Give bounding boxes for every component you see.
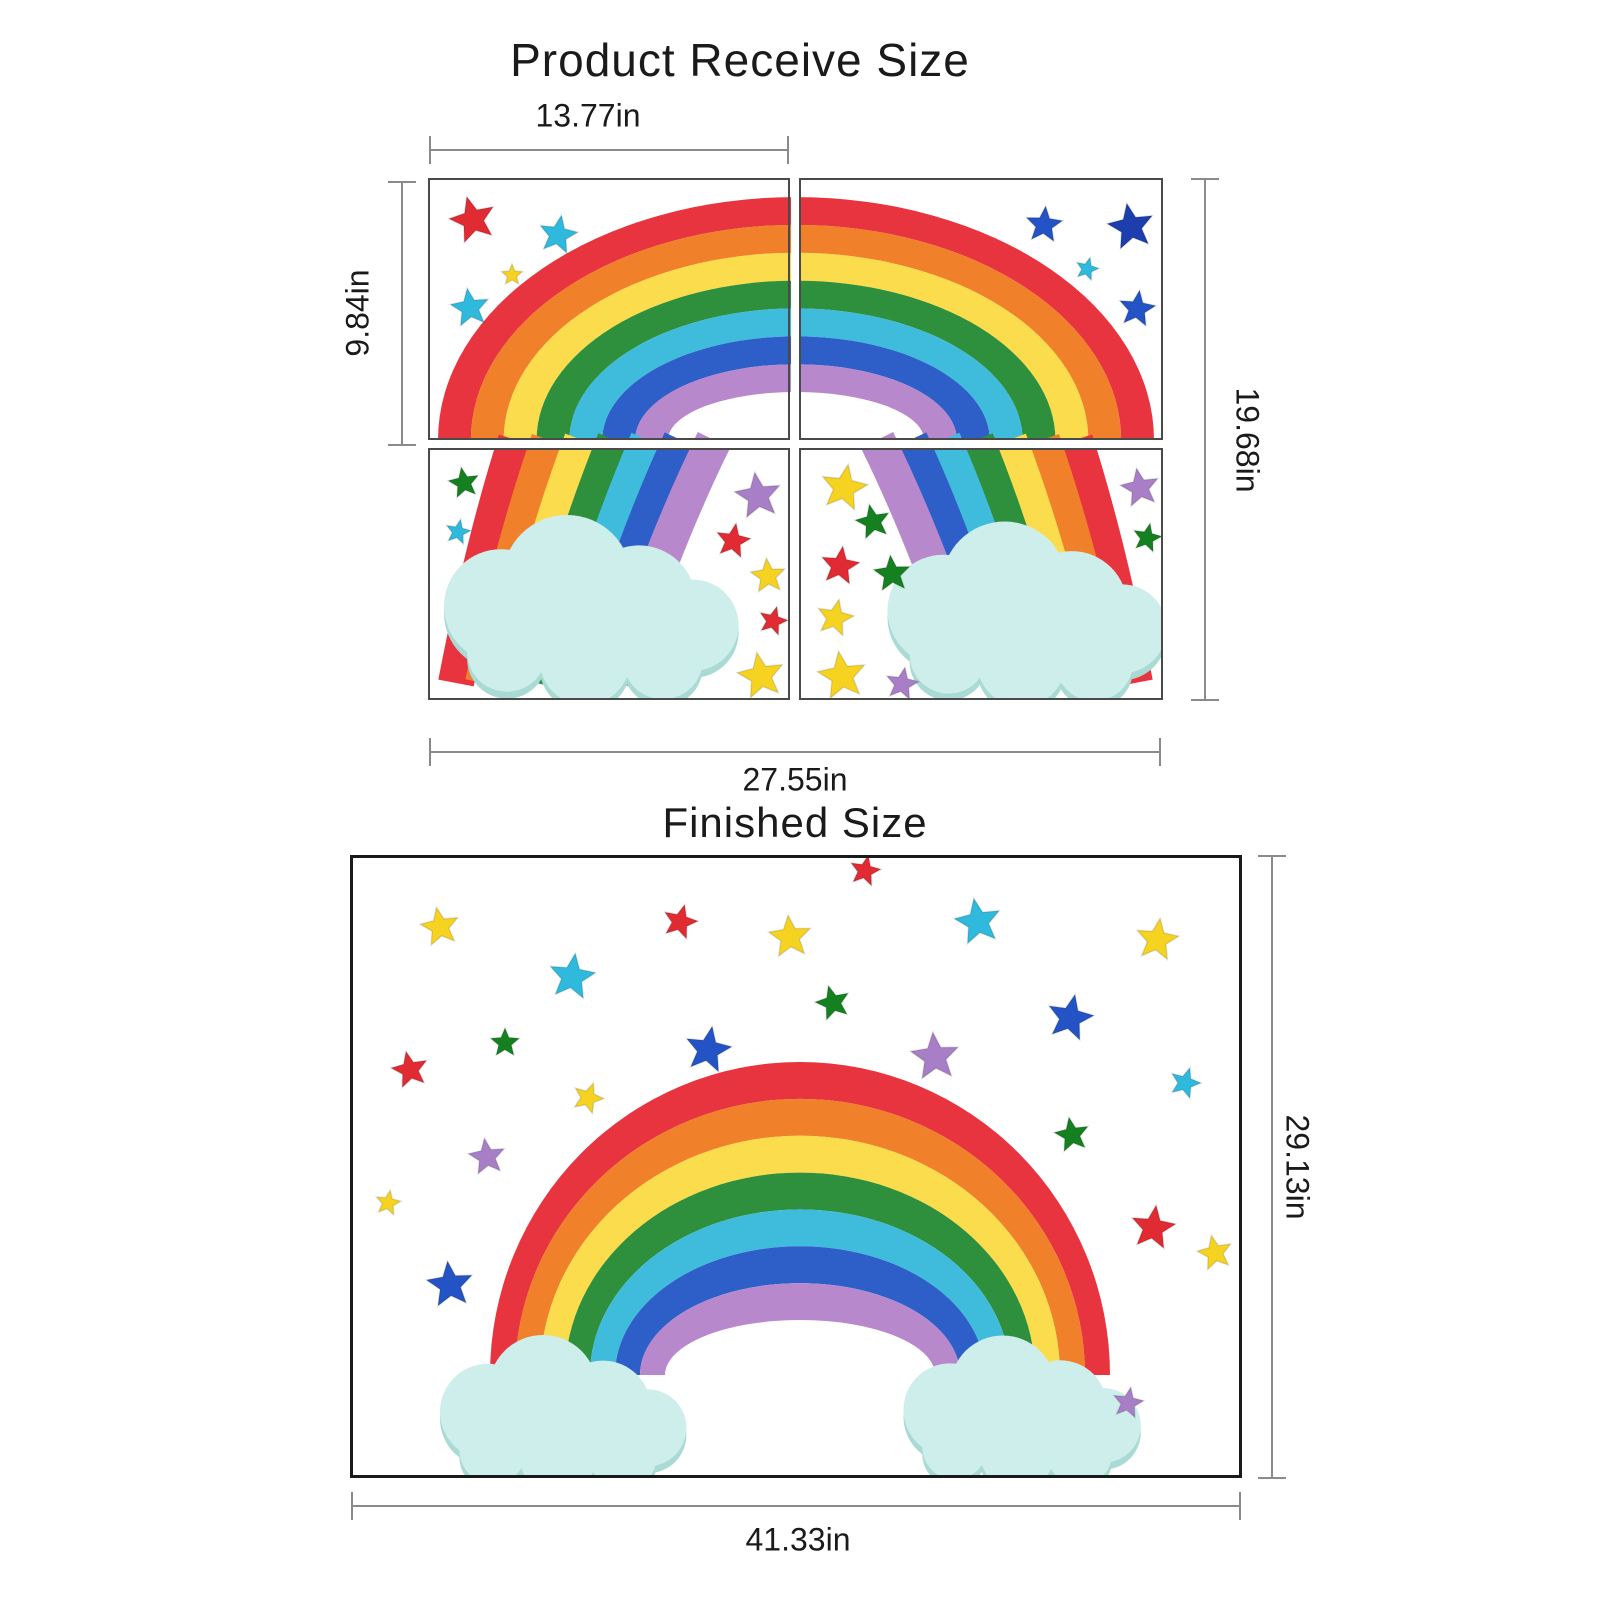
cloud [440, 1335, 687, 1502]
cloud [887, 521, 1167, 714]
star-yellow [418, 905, 460, 947]
star-blue [1047, 992, 1096, 1042]
receive-total-width-label: 27.55in [742, 761, 848, 798]
star-purple [1112, 1385, 1146, 1420]
star-blue [1024, 204, 1065, 243]
star-green [446, 465, 480, 500]
star-yellow [1135, 916, 1181, 962]
star-blue [685, 1024, 734, 1074]
star-red [715, 521, 753, 559]
star-blue [1118, 288, 1158, 328]
receive-sheets-figure [428, 178, 1167, 714]
cloud [444, 515, 739, 712]
star-yellow [766, 913, 813, 958]
star-navy [1105, 201, 1154, 251]
star-green [853, 502, 891, 541]
star-red [849, 853, 883, 888]
star-red [820, 544, 862, 586]
sheet-bottom-left-content [438, 432, 790, 712]
dim-line-receive-left-height [388, 181, 416, 446]
star-cyan [1075, 255, 1101, 283]
cloud [903, 1335, 1141, 1498]
star-cyan [548, 951, 598, 1000]
finished-stars [374, 853, 1233, 1420]
star-purple [885, 665, 921, 702]
sheet-bottom-right-content [815, 432, 1167, 714]
star-purple [1118, 466, 1160, 508]
finished-width-label: 41.33in [745, 1521, 851, 1558]
star-cyan [448, 286, 490, 328]
finished-panel-svg [350, 853, 1242, 1502]
receive-half-width-label: 13.77in [535, 97, 641, 134]
star-cyan [538, 213, 580, 255]
star-purple [732, 470, 782, 519]
dim-line-receive-top-width [429, 136, 789, 164]
star-yellow [1195, 1233, 1233, 1272]
star-yellow [499, 262, 525, 286]
star-green [1052, 1115, 1090, 1153]
star-green [813, 983, 850, 1022]
star-yellow [735, 650, 784, 700]
finished-height-label: 29.13in [1279, 1114, 1316, 1220]
star-red [1130, 1203, 1178, 1251]
dim-line-finished-bottom-width [351, 1492, 1241, 1520]
sheet-gap-vertical [791, 178, 799, 700]
star-cyan [952, 896, 1001, 946]
star-purple [466, 1136, 506, 1176]
finished-size-title: Finished Size [662, 799, 928, 846]
star-cyan [444, 517, 473, 546]
star-green [488, 1026, 522, 1057]
sheet-top-left-stars [447, 194, 580, 328]
star-red [447, 194, 495, 245]
star-purple [908, 1030, 960, 1081]
star-cyan [1170, 1065, 1203, 1101]
receive-size-title: Product Receive Size [510, 34, 970, 86]
sheet-top-right-stars [1024, 201, 1158, 328]
star-red [663, 902, 700, 941]
star-yellow [748, 556, 787, 594]
sheet-gap-horizontal [428, 440, 1163, 448]
star-yellow [821, 462, 870, 512]
star-blue [424, 1259, 474, 1308]
rainbow-arch [490, 1062, 1110, 1375]
finished-panel-border [350, 855, 1242, 1478]
star-yellow [815, 649, 867, 700]
receive-half-height-label: 9.84in [339, 269, 376, 357]
rainbow-arch [438, 197, 1154, 440]
receive-sheets-svg [428, 178, 1167, 714]
star-green [871, 553, 912, 592]
star-green [1132, 521, 1164, 554]
receive-total-height-label: 19.68in [1229, 387, 1266, 493]
star-yellow [816, 597, 856, 638]
sheet-borders [428, 178, 1163, 700]
star-red [389, 1049, 429, 1090]
finished-panel-figure [350, 853, 1242, 1502]
star-yellow [573, 1081, 606, 1116]
dim-line-receive-right-height [1191, 178, 1219, 701]
star-yellow [374, 1188, 403, 1217]
star-red [758, 604, 790, 637]
